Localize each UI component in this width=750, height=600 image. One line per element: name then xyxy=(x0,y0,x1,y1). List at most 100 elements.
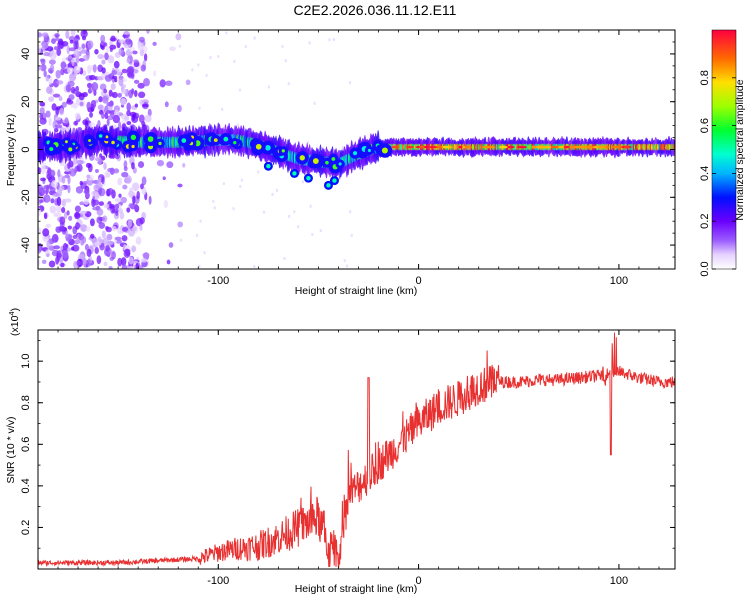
noise-mark xyxy=(301,180,305,184)
noise-mark xyxy=(61,250,69,259)
noise-mark xyxy=(72,244,80,252)
noise-mark xyxy=(87,40,94,49)
spectrogram-marks xyxy=(38,30,675,269)
noise-mark xyxy=(97,236,102,243)
noise-mark xyxy=(114,109,120,117)
noise-mark xyxy=(39,107,45,115)
noise-mark xyxy=(128,203,134,209)
noise-mark xyxy=(143,78,150,87)
ridge-blob-inner xyxy=(255,143,262,150)
noise-mark xyxy=(114,236,122,241)
noise-mark xyxy=(48,59,56,65)
spectrogram-y-tick-label: 0 xyxy=(20,146,32,152)
noise-mark xyxy=(66,99,74,105)
noise-mark xyxy=(102,96,109,104)
noise-mark xyxy=(328,38,331,42)
noise-mark xyxy=(178,44,182,48)
noise-mark xyxy=(123,248,131,258)
noise-mark xyxy=(82,55,86,60)
snr-y-ticks: 0.2 0.4 0.6 0.8 1.0 xyxy=(20,339,675,570)
noise-mark xyxy=(222,181,226,186)
ridge-peak-mark xyxy=(611,145,621,149)
noise-mark xyxy=(76,159,84,165)
noise-mark xyxy=(75,34,80,39)
noise-mark xyxy=(81,43,86,50)
noise-mark xyxy=(75,85,80,93)
noise-mark xyxy=(50,198,55,204)
chart-title: C2E2.2026.036.11.12.E11 xyxy=(293,2,457,18)
noise-mark xyxy=(138,36,145,43)
snr-y-tick-label: 1.0 xyxy=(20,354,32,369)
ridge-peak-mark xyxy=(557,145,566,149)
noise-mark xyxy=(253,265,256,269)
noise-mark xyxy=(110,83,116,90)
noise-mark xyxy=(107,55,115,64)
noise-mark xyxy=(64,117,69,125)
ridge-blob-inner xyxy=(98,134,103,138)
noise-mark xyxy=(59,185,65,191)
noise-mark xyxy=(113,168,120,174)
spectrogram-x-label: Height of straight line (km) xyxy=(295,285,418,297)
noise-mark xyxy=(76,163,83,172)
noise-mark xyxy=(75,238,80,243)
ridge-blob-inner xyxy=(147,136,154,142)
noise-mark xyxy=(126,57,131,64)
noise-mark xyxy=(53,46,58,51)
noise-mark xyxy=(43,212,48,220)
noise-mark xyxy=(296,225,300,229)
noise-mark xyxy=(39,117,47,125)
noise-mark xyxy=(117,227,123,235)
noise-mark xyxy=(38,184,43,193)
noise-mark xyxy=(73,69,78,77)
noise-mark xyxy=(106,102,114,107)
noise-mark xyxy=(271,192,274,197)
noise-mark xyxy=(88,122,96,129)
noise-mark xyxy=(80,210,87,215)
noise-mark xyxy=(75,55,80,64)
noise-mark xyxy=(205,73,208,77)
noise-mark xyxy=(114,198,122,203)
noise-mark xyxy=(345,264,349,268)
noise-mark xyxy=(131,246,136,253)
noise-mark xyxy=(49,205,57,214)
outlier-blob-inner xyxy=(306,175,311,181)
noise-mark xyxy=(112,208,119,214)
noise-mark xyxy=(45,75,49,82)
noise-mark xyxy=(69,39,74,44)
noise-mark xyxy=(43,51,51,57)
noise-mark xyxy=(111,92,115,98)
noise-mark xyxy=(134,203,138,209)
noise-mark xyxy=(103,88,108,94)
ridge-peak-mark xyxy=(623,145,630,149)
noise-mark xyxy=(275,188,279,192)
noise-mark xyxy=(69,168,77,177)
noise-mark xyxy=(107,167,114,173)
noise-mark xyxy=(63,211,68,220)
noise-mark xyxy=(61,176,66,184)
noise-mark xyxy=(140,183,144,190)
noise-mark xyxy=(100,34,106,43)
noise-mark xyxy=(51,103,57,111)
noise-mark xyxy=(68,55,72,60)
snr-x-tick-label: -100 xyxy=(207,575,229,587)
noise-mark xyxy=(166,259,171,265)
noise-mark xyxy=(152,41,157,46)
noise-mark xyxy=(46,239,51,250)
noise-mark xyxy=(121,68,128,74)
noise-mark xyxy=(119,211,125,220)
noise-mark xyxy=(103,162,107,170)
noise-mark xyxy=(52,93,61,98)
noise-mark xyxy=(38,32,43,38)
noise-mark xyxy=(85,162,92,168)
snr-y-scale: (x104) xyxy=(7,308,21,336)
noise-mark xyxy=(144,114,152,123)
ridge-peak-mark xyxy=(458,145,463,149)
noise-mark xyxy=(95,191,100,199)
ridge-blob-inner xyxy=(181,138,187,143)
colorbar-ticks: 0.0 0.2 0.4 0.6 0.8 xyxy=(699,70,736,277)
noise-mark xyxy=(105,244,110,252)
noise-mark xyxy=(118,48,124,56)
noise-mark xyxy=(97,177,102,185)
noise-mark xyxy=(311,232,314,237)
snr-y-tick-label: 0.6 xyxy=(20,437,32,452)
